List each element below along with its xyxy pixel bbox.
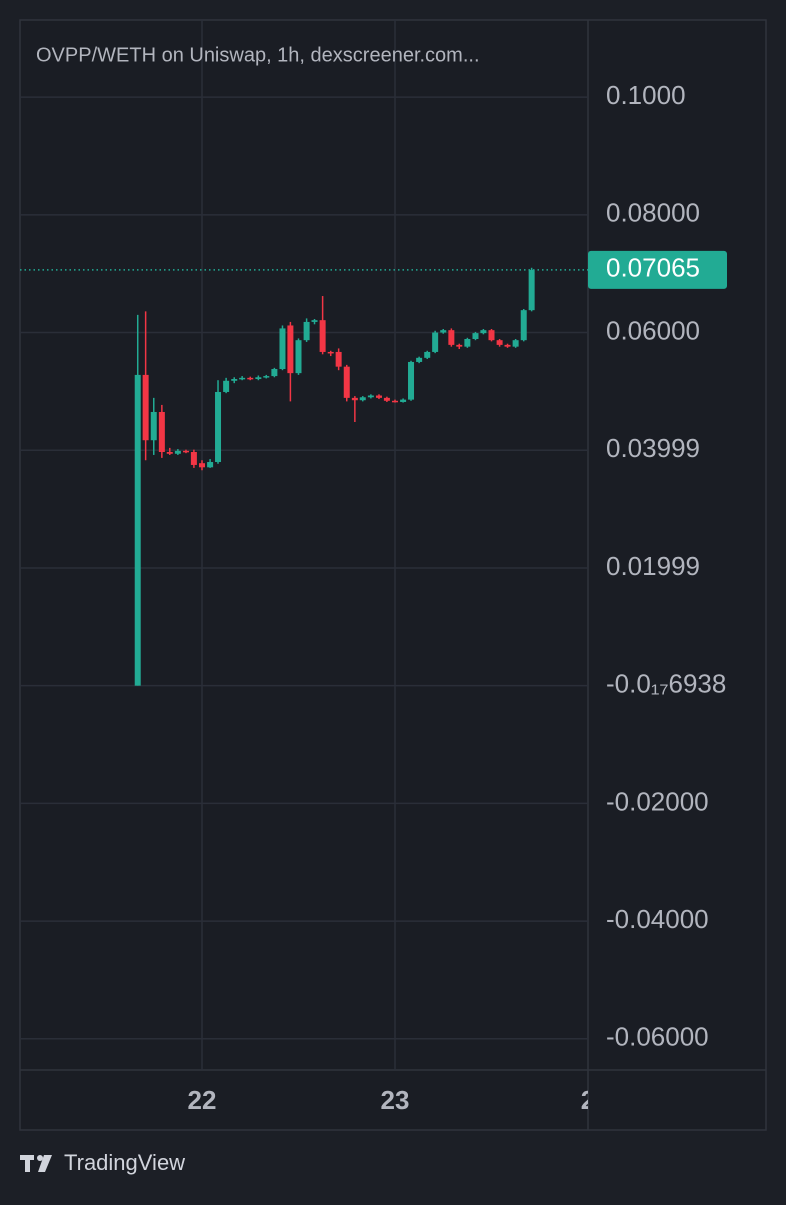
- y-tick-label: -0.02000: [606, 786, 709, 816]
- candle-body: [182, 450, 189, 453]
- last-price-tag: [588, 250, 727, 289]
- candle-body: [408, 361, 415, 400]
- candle-body: [247, 377, 254, 380]
- candle-body: [383, 397, 390, 401]
- candle-body: [303, 321, 310, 341]
- candle-body: [279, 328, 286, 370]
- candle-body: [504, 344, 511, 347]
- candle-body: [375, 395, 382, 398]
- candle-body: [166, 452, 173, 454]
- x-axis-labels: 22 23 2: [188, 1085, 595, 1115]
- candle-body: [343, 366, 350, 398]
- y-tick-label: -0.04000: [606, 904, 709, 934]
- candle-body: [480, 330, 487, 334]
- candle-body: [391, 400, 398, 403]
- candle-body: [367, 395, 374, 398]
- candle-body: [174, 450, 181, 454]
- brand-logo: [20, 1155, 52, 1172]
- candle-body: [327, 351, 334, 354]
- last-price-label: 0.07065: [606, 253, 700, 283]
- y-tick-label: 0.08000: [606, 198, 700, 228]
- candle-body: [472, 333, 479, 340]
- candle-body: [158, 411, 165, 453]
- chart-title: OVPP/WETH on Uniswap, 1h, dexscreener.co…: [36, 44, 480, 66]
- candle-body: [359, 397, 366, 401]
- axes: 0.1000 0.08000 0.06000 0.03999 0.01999 -0.0₁₇…: [188, 80, 727, 1115]
- candle-body: [263, 376, 270, 378]
- candle-body: [239, 377, 246, 380]
- y-tick-label: 0.03999: [606, 433, 700, 463]
- candle-body: [142, 374, 149, 441]
- candle-body: [416, 357, 423, 362]
- candle-body: [464, 339, 471, 347]
- y-tick-label: -0.06000: [606, 1022, 709, 1052]
- candle-body: [223, 380, 230, 392]
- candle-body: [311, 320, 318, 322]
- candle-body: [424, 351, 431, 358]
- x-tick-label: 22: [188, 1085, 217, 1115]
- brand-name: TradingView: [64, 1150, 185, 1175]
- candle-body: [287, 325, 294, 374]
- candle-body: [215, 391, 222, 463]
- candle-body: [150, 411, 157, 441]
- x-tick-label: 2: [581, 1085, 595, 1115]
- candle-body: [231, 379, 238, 381]
- candles: [20, 267, 588, 686]
- candle-body: [198, 463, 205, 468]
- candle-body: [295, 340, 302, 374]
- candle-body: [440, 330, 447, 333]
- y-tick-label: 0.1000: [606, 80, 686, 110]
- candle-body: [134, 374, 141, 686]
- chart-panel: [19, 19, 767, 1131]
- candle-body: [400, 399, 407, 402]
- candle-body: [488, 330, 495, 341]
- candle-body: [319, 320, 326, 352]
- y-tick-label: 0.01999: [606, 551, 700, 581]
- candle-body: [255, 377, 262, 380]
- grid: [20, 20, 588, 1070]
- candle-body: [520, 310, 527, 341]
- candle-body: [448, 330, 455, 345]
- candle-body: [190, 452, 197, 465]
- candle-body: [496, 340, 503, 345]
- candle-body: [207, 462, 214, 468]
- candle-body: [512, 340, 519, 347]
- candle-body: [335, 351, 342, 367]
- candle-body: [351, 397, 358, 401]
- candle-body: [528, 269, 535, 311]
- candle-body: [456, 344, 463, 347]
- y-tick-label: -0.0₁₇6938: [606, 669, 726, 699]
- x-tick-label: 23: [381, 1085, 410, 1115]
- candle-body: [432, 332, 439, 352]
- y-tick-label: 0.06000: [606, 315, 700, 345]
- candle-body: [271, 369, 278, 377]
